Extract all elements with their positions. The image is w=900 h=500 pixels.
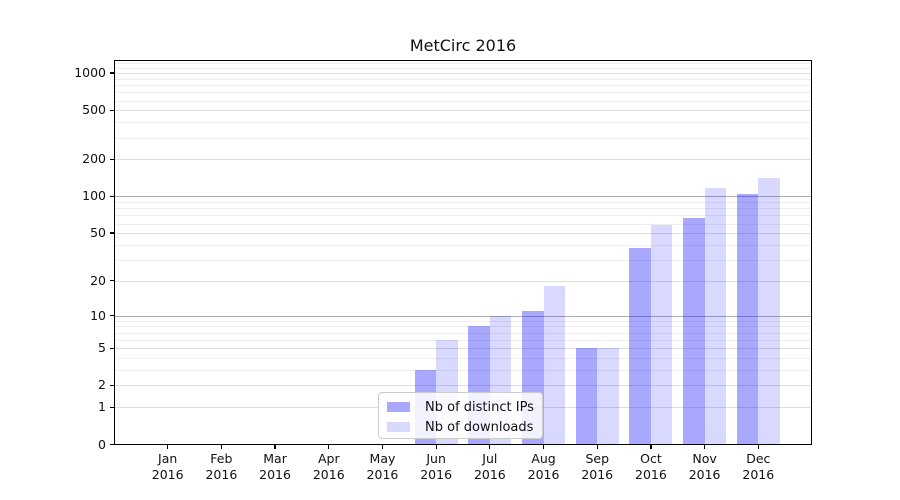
- x-tick-label-aug: Aug 2016: [527, 451, 560, 482]
- minor-gridline-600: [115, 100, 811, 102]
- y-tick-mark-1: [109, 406, 114, 408]
- gridline-2: [115, 385, 811, 387]
- minor-gridline-6: [115, 339, 811, 341]
- x-tick-label-dec: Dec 2016: [742, 451, 775, 482]
- x-tick-mark-aug: [542, 445, 545, 449]
- x-tick-mark-apr: [328, 445, 330, 449]
- minor-gridline-4: [115, 357, 811, 359]
- minor-gridline-300: [115, 137, 811, 139]
- minor-gridline-7: [115, 332, 811, 334]
- y-tick-mark-100: [109, 195, 114, 198]
- x-tick-label-sep: Sep 2016: [581, 451, 614, 482]
- legend-label-distinct-ips: Nb of distinct IPs: [425, 399, 534, 415]
- gridline-100: [115, 196, 811, 198]
- x-tick-label-jul: Jul 2016: [473, 451, 506, 482]
- legend-label-downloads: Nb of downloads: [425, 419, 534, 435]
- x-tick-mark-feb: [220, 445, 223, 449]
- x-tick-label-apr: Apr 2016: [312, 451, 345, 482]
- legend-item-distinct-ips: Nb of distinct IPs: [379, 397, 542, 417]
- bar-nb-of-downloads-oct: [650, 225, 673, 445]
- gridline-50: [115, 233, 811, 235]
- minor-gridline-900: [115, 78, 811, 80]
- x-tick-label-oct: Oct 2016: [635, 451, 667, 482]
- bar-nb-of-downloads-sep: [597, 348, 619, 445]
- x-tick-mark-mar: [274, 445, 276, 449]
- y-tick-label-200: 200: [82, 151, 106, 167]
- minor-gridline-90: [115, 201, 811, 203]
- bar-nb-of-downloads-nov: [704, 188, 727, 445]
- gridline-20: [115, 280, 811, 282]
- y-tick-mark-1000: [109, 72, 114, 74]
- y-tick-mark-10: [109, 314, 114, 317]
- y-tick-mark-200: [109, 158, 114, 161]
- y-tick-mark-2: [109, 384, 114, 387]
- minor-gridline-1100: [115, 67, 811, 69]
- gridline-5: [115, 348, 811, 350]
- legend: Nb of distinct IPs Nb of downloads: [378, 392, 543, 439]
- bar-nb-of-downloads-dec: [758, 178, 780, 445]
- y-tick-label-100: 100: [82, 188, 106, 204]
- x-tick-mark-dec: [757, 445, 759, 449]
- legend-swatch-downloads-icon: [387, 422, 410, 432]
- gridline-200: [115, 159, 811, 161]
- minor-gridline-9: [115, 320, 811, 322]
- minor-gridline-70: [115, 215, 811, 217]
- gridline-500: [115, 110, 811, 112]
- x-tick-mark-oct: [650, 445, 652, 449]
- x-tick-mark-jun: [435, 445, 437, 449]
- x-tick-mark-nov: [703, 445, 706, 449]
- minor-gridline-700: [115, 92, 811, 94]
- bar-nb-of-distinct-ips-nov: [683, 217, 705, 445]
- minor-gridline-80: [115, 208, 811, 210]
- y-tick-label-50: 50: [90, 225, 106, 241]
- y-tick-mark-0: [109, 443, 114, 446]
- y-tick-mark-500: [109, 109, 114, 111]
- bar-nb-of-distinct-ips-dec: [736, 194, 759, 445]
- y-tick-label-1: 1: [98, 399, 106, 415]
- y-tick-mark-5: [109, 347, 114, 349]
- x-tick-mark-jan: [167, 445, 169, 449]
- chart-title: MetCirc 2016: [409, 36, 517, 55]
- y-tick-label-10: 10: [90, 307, 106, 323]
- minor-gridline-30: [115, 259, 811, 261]
- y-tick-label-2: 2: [98, 377, 106, 393]
- y-tick-label-1000: 1000: [74, 65, 106, 81]
- minor-gridline-40: [115, 244, 811, 246]
- x-tick-label-feb: Feb 2016: [205, 451, 238, 482]
- y-tick-label-5: 5: [98, 340, 106, 356]
- y-tick-mark-20: [109, 280, 114, 282]
- minor-gridline-1200: [115, 63, 811, 65]
- legend-item-downloads: Nb of downloads: [379, 417, 542, 437]
- gridline-10: [115, 315, 811, 317]
- legend-swatch-distinct-ips-icon: [387, 402, 410, 412]
- minor-gridline-400: [115, 122, 811, 124]
- y-tick-label-0: 0: [98, 436, 106, 452]
- minor-gridline-800: [115, 85, 811, 87]
- x-tick-label-may: May 2016: [366, 451, 399, 482]
- y-tick-label-500: 500: [82, 102, 106, 118]
- minor-gridline-8: [115, 326, 811, 328]
- y-tick-mark-50: [109, 232, 114, 234]
- x-tick-label-jan: Jan 2016: [151, 451, 184, 482]
- bar-nb-of-distinct-ips-sep: [575, 348, 598, 445]
- x-tick-mark-may: [381, 445, 384, 449]
- minor-gridline-60: [115, 223, 811, 225]
- y-tick-label-20: 20: [90, 272, 106, 288]
- x-tick-label-jun: Jun 2016: [420, 451, 453, 482]
- x-tick-mark-jul: [489, 445, 491, 449]
- bar-nb-of-downloads-aug: [543, 286, 565, 445]
- minor-gridline-3: [115, 369, 811, 371]
- x-tick-mark-sep: [596, 445, 598, 449]
- bar-nb-of-distinct-ips-oct: [629, 247, 651, 445]
- x-tick-label-nov: Nov 2016: [688, 451, 721, 482]
- gridline-1000: [115, 73, 811, 75]
- x-tick-label-mar: Mar 2016: [259, 451, 291, 482]
